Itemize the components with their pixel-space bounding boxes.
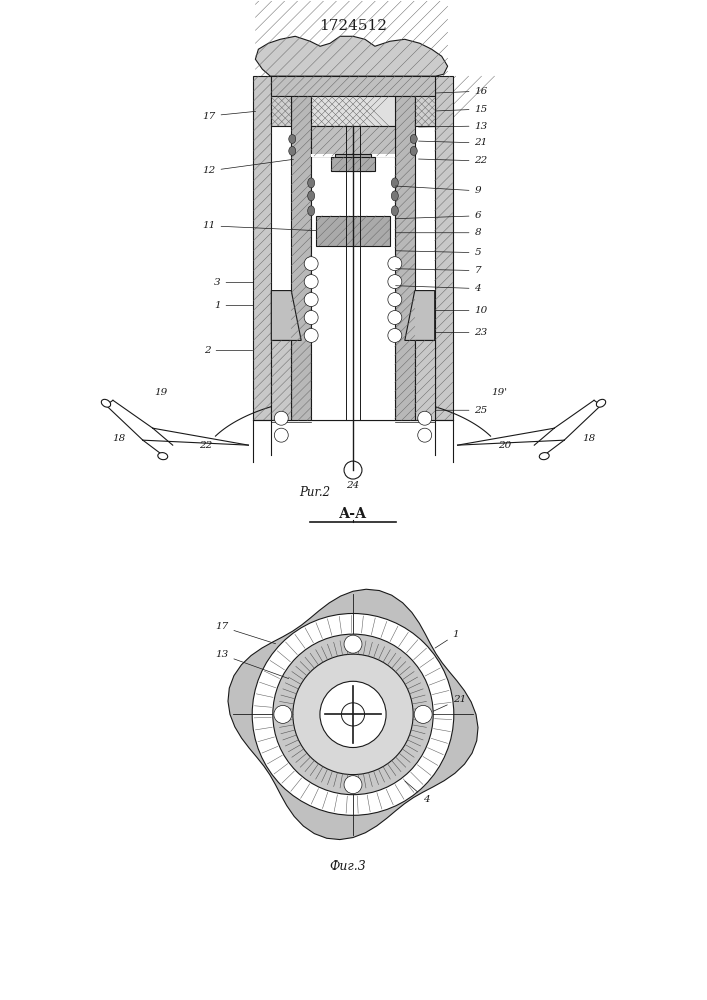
Bar	[271, 76, 435, 96]
Bar	[271, 340, 291, 420]
Circle shape	[388, 275, 402, 289]
Polygon shape	[228, 589, 478, 840]
Bar	[311, 126, 395, 156]
Bar	[335, 154, 371, 171]
Circle shape	[304, 328, 318, 342]
Circle shape	[418, 411, 432, 425]
Bar	[435, 76, 452, 420]
Circle shape	[388, 257, 402, 271]
Text: 4: 4	[405, 781, 429, 804]
Circle shape	[344, 776, 362, 794]
Ellipse shape	[597, 399, 606, 407]
Text: 1: 1	[435, 630, 460, 648]
Circle shape	[273, 634, 433, 795]
Text: 4: 4	[396, 284, 481, 293]
Text: 23: 23	[436, 328, 488, 337]
Text: 21: 21	[419, 138, 488, 147]
Text: 20: 20	[498, 441, 511, 450]
Ellipse shape	[410, 146, 417, 155]
Text: А-А: А-А	[339, 507, 367, 521]
Ellipse shape	[410, 135, 417, 143]
Circle shape	[304, 311, 318, 324]
Circle shape	[320, 681, 386, 748]
Bar	[415, 340, 435, 420]
Circle shape	[293, 654, 413, 775]
Ellipse shape	[308, 178, 315, 188]
Ellipse shape	[158, 453, 168, 460]
Circle shape	[418, 428, 432, 442]
Bar	[271, 96, 291, 126]
Text: 2: 2	[204, 346, 252, 355]
Bar	[311, 96, 395, 126]
Circle shape	[304, 275, 318, 289]
Text: Рur.2: Рur.2	[300, 486, 331, 499]
Text: 6: 6	[396, 211, 481, 220]
Text: 22: 22	[419, 156, 488, 165]
Ellipse shape	[288, 146, 296, 155]
Circle shape	[344, 461, 362, 479]
Ellipse shape	[308, 191, 315, 201]
Text: Фиг.3: Фиг.3	[329, 860, 366, 873]
Circle shape	[344, 635, 362, 653]
Text: 21: 21	[433, 695, 466, 711]
Ellipse shape	[392, 206, 398, 216]
Text: 11: 11	[202, 221, 316, 231]
Bar	[415, 96, 435, 126]
Ellipse shape	[392, 178, 398, 188]
Circle shape	[388, 311, 402, 324]
Polygon shape	[405, 291, 435, 340]
Bar	[395, 96, 415, 420]
Text: 15: 15	[436, 105, 488, 114]
Text: 18: 18	[583, 434, 596, 443]
Text: 7: 7	[396, 266, 481, 275]
Ellipse shape	[101, 399, 110, 407]
Circle shape	[304, 257, 318, 271]
Circle shape	[304, 293, 318, 307]
Bar	[331, 157, 375, 171]
Polygon shape	[255, 36, 448, 76]
Text: 3: 3	[214, 278, 254, 287]
Text: 13: 13	[215, 650, 288, 679]
Ellipse shape	[308, 206, 315, 216]
Text: 5: 5	[396, 248, 481, 257]
Text: 12: 12	[202, 159, 293, 175]
Text: 18: 18	[112, 434, 126, 443]
Bar	[371, 154, 395, 157]
Text: 25: 25	[436, 406, 488, 415]
Circle shape	[252, 613, 454, 815]
Text: 19': 19'	[491, 388, 508, 397]
Ellipse shape	[539, 453, 549, 460]
Text: 17: 17	[202, 111, 256, 121]
Bar	[316, 216, 390, 246]
Bar	[253, 76, 271, 420]
Ellipse shape	[288, 135, 296, 143]
Bar	[311, 156, 395, 420]
Circle shape	[414, 705, 432, 723]
Text: 24: 24	[346, 481, 360, 490]
Text: 10: 10	[436, 306, 488, 315]
Text: 1724512: 1724512	[319, 19, 387, 33]
Text: 1: 1	[214, 301, 254, 310]
Text: 13: 13	[419, 122, 488, 131]
Text: 17: 17	[215, 622, 276, 644]
Circle shape	[388, 293, 402, 307]
Text: 16: 16	[436, 87, 488, 96]
Bar	[311, 154, 335, 157]
Text: 9: 9	[396, 186, 481, 195]
Ellipse shape	[392, 191, 398, 201]
Text: 8: 8	[396, 228, 481, 237]
Circle shape	[274, 411, 288, 425]
Text: 19: 19	[154, 388, 168, 397]
Circle shape	[274, 705, 292, 723]
Bar	[291, 96, 311, 420]
Circle shape	[388, 328, 402, 342]
Text: 22: 22	[199, 441, 212, 450]
Circle shape	[274, 428, 288, 442]
Polygon shape	[271, 291, 301, 340]
